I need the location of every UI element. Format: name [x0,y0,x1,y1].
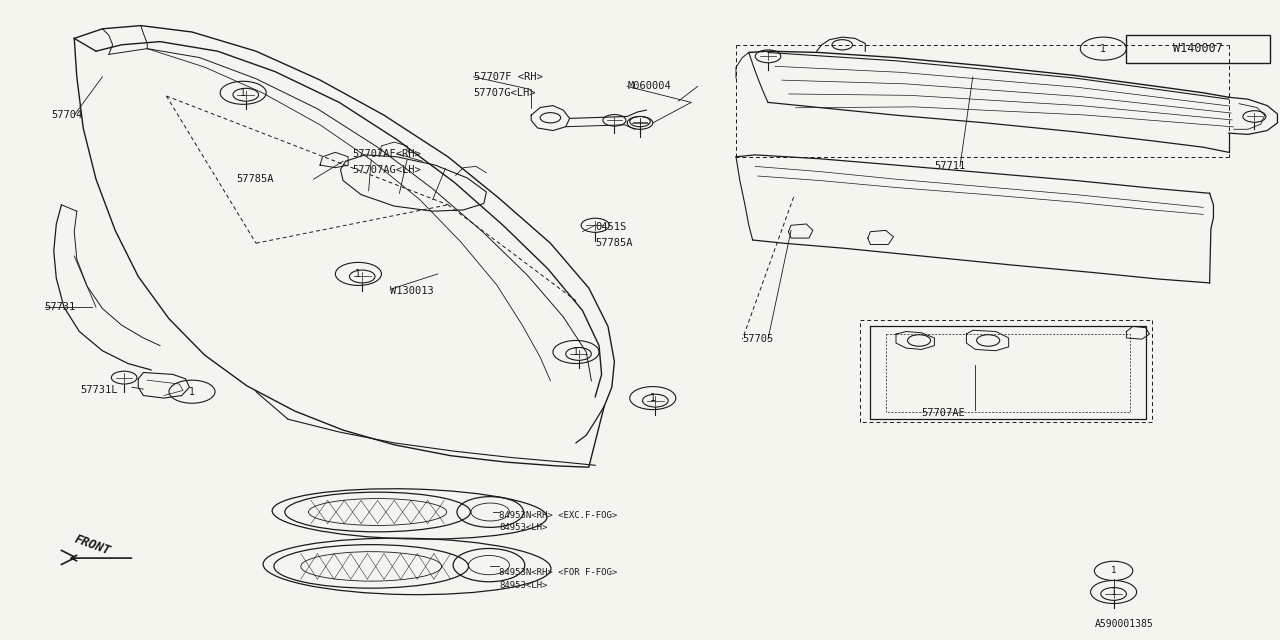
Text: 1: 1 [1111,566,1116,575]
Text: 1: 1 [356,269,361,279]
Text: 57705: 57705 [742,334,773,344]
Text: 0451S: 0451S [595,222,626,232]
Text: 1: 1 [650,393,655,403]
Text: 1: 1 [573,347,579,357]
Text: W130013: W130013 [390,286,434,296]
Text: A590001385: A590001385 [1094,619,1153,629]
Text: FRONT: FRONT [72,532,113,558]
Text: 57785A: 57785A [595,238,632,248]
Text: 57711: 57711 [934,161,965,172]
Text: 57731: 57731 [45,302,76,312]
Text: 1: 1 [1101,44,1106,54]
Text: 57707F <RH>: 57707F <RH> [474,72,543,82]
Text: 84953N<RH> <FOR F-FOG>: 84953N<RH> <FOR F-FOG> [499,568,617,577]
Text: 1: 1 [1111,587,1116,597]
Text: W140007: W140007 [1174,42,1222,55]
Text: 1: 1 [241,88,246,98]
Text: 84953N<RH> <EXC.F-FOG>: 84953N<RH> <EXC.F-FOG> [499,511,617,520]
Text: 57707AE: 57707AE [922,408,965,418]
Text: 57707AG<LH>: 57707AG<LH> [352,164,421,175]
Text: 57731L: 57731L [81,385,118,396]
Text: 57707G<LH>: 57707G<LH> [474,88,536,98]
Text: 57785A: 57785A [237,174,274,184]
Text: 57704: 57704 [51,110,82,120]
Text: M060004: M060004 [627,81,671,92]
Text: 84953<LH>: 84953<LH> [499,581,548,590]
Text: 1: 1 [189,387,195,397]
Text: 84953<LH>: 84953<LH> [499,524,548,532]
Text: 57707AF<RH>: 57707AF<RH> [352,148,421,159]
